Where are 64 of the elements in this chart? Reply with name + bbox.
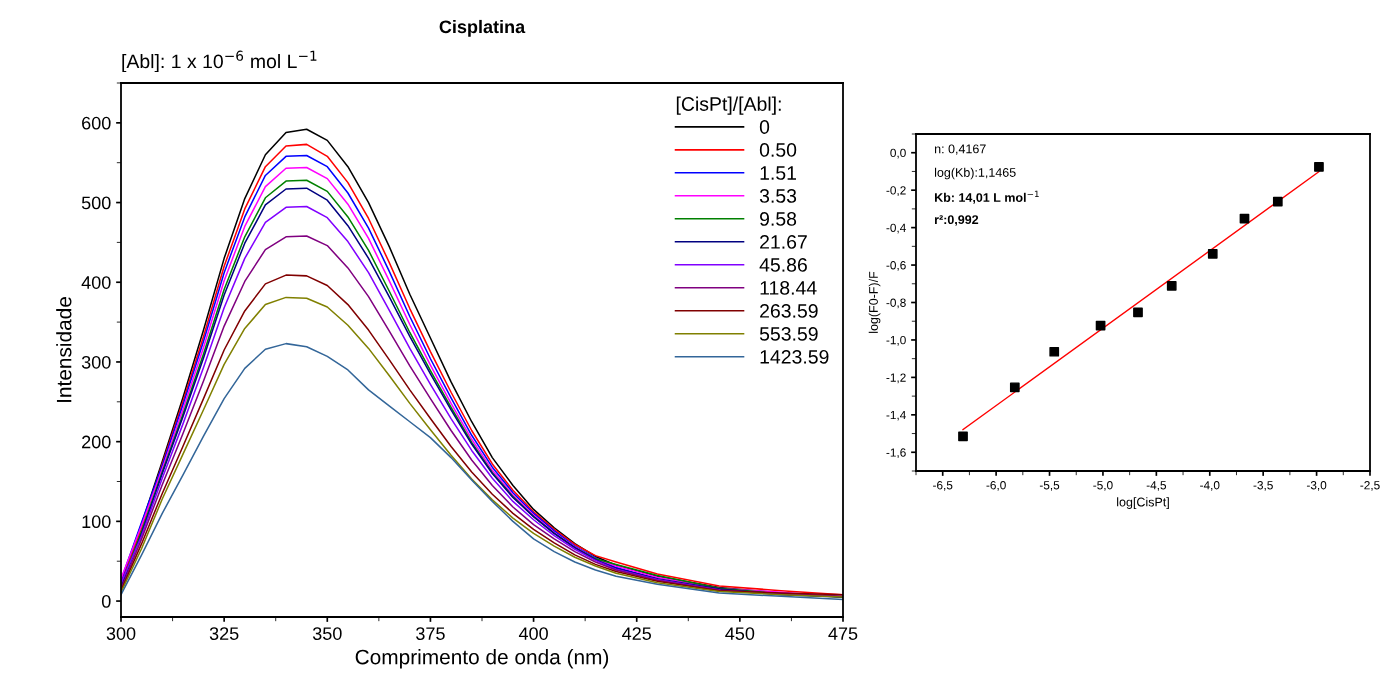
x-tick-label: -5,5 (1039, 481, 1060, 491)
legend-label: 1423.59 (760, 349, 829, 364)
y-tick-label: 100 (82, 515, 111, 529)
point (1314, 162, 1324, 172)
x-tick-label: -4,0 (1200, 481, 1220, 491)
y-tick-label: 200 (82, 435, 111, 449)
x-tick-label: -5,0 (1093, 481, 1113, 491)
annotation: log(Kb):1,1465 (935, 167, 1016, 180)
y-tick-label: -0,8 (886, 298, 906, 309)
annotation: r²:0,992 (934, 215, 979, 226)
y-axis-title: log(F0-F)/F (868, 271, 881, 333)
legend-label: 1.51 (760, 166, 796, 180)
x-tick-label: 425 (622, 627, 652, 640)
legend-title: [CisPt]/[Abl]: (676, 96, 781, 115)
chart-title: Cisplatina (439, 19, 526, 37)
point (1272, 196, 1283, 207)
x-tick-label: 450 (725, 627, 755, 640)
y-tick-label: -1,0 (886, 335, 906, 346)
y-tick-label: 0 (101, 594, 111, 608)
point (1166, 280, 1177, 291)
legend-label: 0 (759, 120, 770, 134)
x-tick-label: 325 (209, 627, 239, 640)
x-tick-label: -6,5 (933, 481, 953, 491)
x-tick-label: 400 (518, 627, 548, 640)
y-tick-label: -1,2 (886, 373, 906, 384)
x-tick-label: 300 (106, 627, 136, 640)
y-tick-label: 0,0 (890, 148, 906, 159)
legend-label: 9.58 (760, 212, 797, 226)
x-tick-label: -3,0 (1306, 481, 1327, 491)
y-tick-label: 300 (81, 355, 111, 369)
point (1133, 307, 1143, 318)
x-axis-title: Comprimento de onda (nm) (355, 649, 609, 669)
y-tick-label: -0,6 (886, 261, 906, 271)
legend-label: 118.44 (760, 281, 817, 295)
y-tick-label: 500 (81, 196, 111, 210)
legend-label: 21.67 (760, 235, 807, 249)
point (1049, 346, 1060, 357)
chart-subtitle: [Abl]: 1 x 10$^{−6}$ mol L$^{−1}$ (122, 50, 317, 73)
y-tick-label: -0,2 (886, 186, 906, 196)
legend-label: 553.59 (759, 326, 818, 341)
y-tick-label: 600 (82, 116, 111, 130)
legend-label: 263.59 (760, 304, 818, 318)
x-tick-label: 375 (416, 627, 445, 640)
y-tick-label: 400 (81, 276, 111, 289)
legend-label: 3.53 (759, 189, 797, 203)
annotation: Kb: 14,01 L mol$^{−1}$ (935, 190, 1039, 204)
y-tick-label: -1,6 (886, 448, 906, 459)
x-tick-label: -2,5 (1360, 481, 1380, 491)
x-tick-label: -3,5 (1253, 481, 1273, 491)
annotation: n: 0,4167 (934, 144, 986, 155)
x-tick-label: 350 (312, 627, 342, 640)
x-tick-label: -4,5 (1146, 481, 1167, 491)
legend-label: 45.86 (759, 258, 807, 272)
x-axis-title: log[CisPt] (1117, 497, 1169, 509)
x-tick-label: 475 (828, 627, 858, 640)
x-tick-label: -6,0 (986, 481, 1006, 491)
point (1207, 248, 1218, 259)
line-series (121, 342, 843, 601)
y-tick-label: -0,4 (886, 223, 906, 234)
y-tick-label: -1,4 (886, 410, 906, 421)
point (1009, 382, 1020, 393)
point (958, 431, 968, 442)
y-axis-title: Intensidade (56, 297, 72, 402)
legend-label: 0.50 (759, 143, 797, 157)
